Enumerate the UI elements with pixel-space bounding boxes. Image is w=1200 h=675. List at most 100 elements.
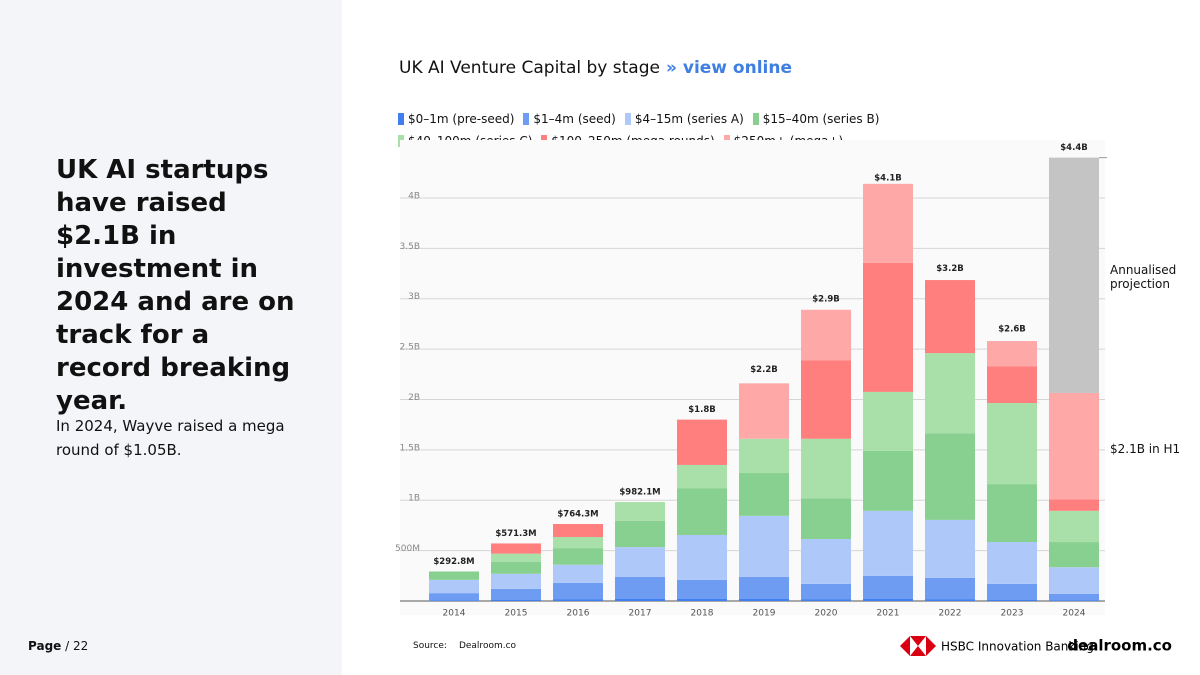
- x-tick-label: 2016: [567, 609, 590, 619]
- bar-segment: [491, 588, 541, 600]
- bar-segment: [801, 498, 851, 540]
- bar-segment: [677, 534, 727, 580]
- hsbc-logo: HSBC Innovation Banking: [941, 640, 1094, 654]
- x-tick-label: 2015: [505, 609, 528, 619]
- total-label: $764.3M: [557, 509, 598, 519]
- bar-segment: [1049, 542, 1099, 568]
- bar-segment: [925, 519, 975, 578]
- bar-segment: [615, 547, 665, 577]
- x-tick-label: 2023: [1001, 609, 1024, 619]
- headline: UK AI startups have raised $2.1B in inve…: [56, 155, 295, 416]
- bar-segment: [925, 353, 975, 434]
- bar-segment: [677, 464, 727, 489]
- total-label: $4.1B: [874, 173, 901, 183]
- bar-segment: [739, 438, 789, 474]
- legend-label: $1–4m (seed): [533, 112, 616, 126]
- total-label: $982.1M: [619, 488, 660, 498]
- bar-segment: [863, 575, 913, 599]
- bar-segment: [677, 579, 727, 599]
- bar-segment: [863, 598, 913, 601]
- bar-segment: [677, 488, 727, 535]
- legend-swatch: [523, 113, 530, 125]
- source: Source: Dealroom.co: [413, 641, 516, 651]
- bar-segment: [429, 579, 479, 594]
- y-tick-label: 2B: [408, 393, 420, 403]
- bar-segment: [615, 520, 665, 548]
- bar-segment: [615, 598, 665, 601]
- bar-segment: [925, 599, 975, 601]
- bar-segment: [801, 309, 851, 361]
- bar-segment: [491, 573, 541, 589]
- bar-segment: [429, 600, 479, 601]
- total-label: $2.9B: [812, 294, 839, 304]
- bar-segment: [491, 543, 541, 554]
- bar-segment: [1049, 600, 1099, 601]
- total-label: $2.6B: [998, 325, 1025, 335]
- bar-segment: [491, 553, 541, 562]
- legend-label: $0–1m (pre-seed): [408, 112, 515, 126]
- bar-segment: [987, 366, 1037, 403]
- total-label: $292.8M: [433, 557, 474, 567]
- view-online-link[interactable]: » view online: [665, 58, 792, 78]
- bar-segment: [987, 484, 1037, 543]
- source-label: Source:: [413, 641, 447, 651]
- bar-segment: [1049, 567, 1099, 594]
- bar-segment: [1049, 510, 1099, 543]
- bar-segment: [553, 548, 603, 565]
- chart-heading: UK AI Venture Capital by stage» view onl…: [399, 58, 792, 78]
- y-tick-label: 1.5B: [400, 443, 421, 453]
- bar-segment: [925, 280, 975, 354]
- bar-segment: [429, 593, 479, 601]
- x-tick-label: 2024: [1063, 609, 1086, 619]
- bar-segment: [925, 577, 975, 600]
- bar-segment: [429, 571, 479, 580]
- bar-segment: [553, 599, 603, 601]
- bar-segment: [863, 510, 913, 576]
- bar-segment: [801, 539, 851, 584]
- bar-segment: [801, 360, 851, 439]
- bar-segment: [801, 599, 851, 601]
- bar-segment: [615, 576, 665, 599]
- page-total: / 22: [65, 639, 89, 653]
- bar-segment: [1049, 499, 1099, 511]
- bar-segment: [987, 402, 1037, 485]
- hsbc-logo-icon: [900, 636, 936, 656]
- legend-item: $0–1m (pre-seed): [398, 112, 514, 126]
- bar-segment: [1049, 392, 1099, 500]
- legend-swatch: [398, 113, 404, 125]
- bar-segment: [1049, 593, 1099, 601]
- x-tick-label: 2014: [443, 609, 466, 619]
- bar-segment: [553, 537, 603, 549]
- legend-item: $15–40m (series B): [752, 112, 879, 126]
- bar-segment: [863, 262, 913, 392]
- h1-annotation: $2.1B in H1: [1110, 442, 1181, 456]
- bar-segment: [739, 473, 789, 516]
- bar-segment: [553, 523, 603, 538]
- side-panel: [0, 0, 342, 675]
- bar-segment: [863, 391, 913, 451]
- x-tick-label: 2021: [877, 609, 900, 619]
- bar-segment: [739, 598, 789, 601]
- bar-segment: [677, 419, 727, 465]
- bar-segment: [987, 583, 1037, 600]
- x-tick-label: 2022: [939, 609, 962, 619]
- x-tick-label: 2019: [753, 609, 776, 619]
- bar-segment: [553, 582, 603, 600]
- y-tick-label: 2.5B: [400, 343, 421, 353]
- legend-swatch: [752, 113, 759, 125]
- total-label: $2.2B: [750, 365, 777, 375]
- x-tick-label: 2020: [815, 609, 838, 619]
- y-tick-label: 500M: [395, 544, 420, 554]
- page-label: Page: [28, 639, 62, 653]
- bar-segment: [801, 583, 851, 600]
- bar-segment: [677, 598, 727, 601]
- total-label: $4.4B: [1060, 143, 1087, 153]
- bar-segment: [739, 515, 789, 577]
- bar-segment: [987, 341, 1037, 367]
- chart-title: UK AI Venture Capital by stage: [399, 58, 660, 78]
- legend-label: $4–15m (series A): [634, 112, 744, 126]
- total-label: $1.8B: [688, 405, 715, 415]
- dealroom-logo: dealroom.co: [1067, 637, 1172, 655]
